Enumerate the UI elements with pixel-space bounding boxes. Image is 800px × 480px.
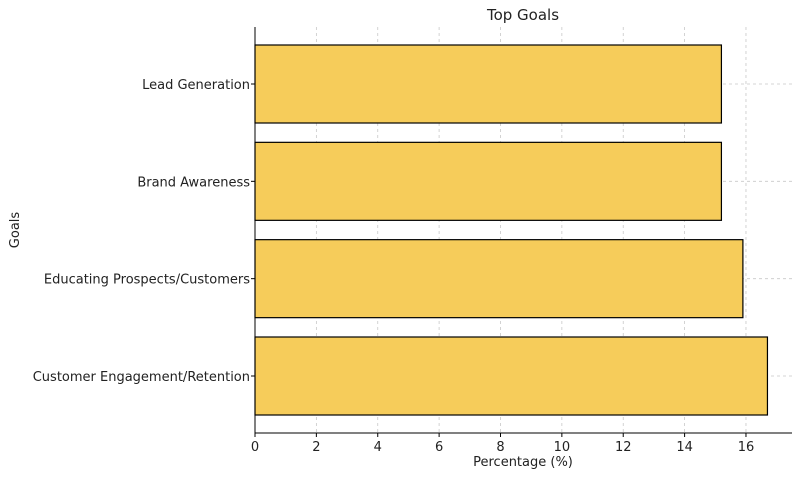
bars	[254, 44, 769, 416]
x-tick-label: 6	[435, 440, 443, 455]
x-tick-label: 4	[374, 440, 382, 455]
x-ticks: 0 2 4 6 8 10 12 14 16	[251, 433, 754, 455]
chart-title: Top Goals	[486, 6, 559, 24]
x-tick-label: 14	[676, 440, 693, 455]
x-tick-label: 12	[615, 440, 632, 455]
x-tick-label: 2	[312, 440, 320, 455]
x-tick-label: 8	[496, 440, 504, 455]
y-category-label: Lead Generation	[142, 78, 250, 93]
x-axis-label: Percentage (%)	[473, 455, 573, 470]
y-category-labels: Customer Engagement/Retention Educating P…	[33, 78, 255, 385]
bar	[254, 336, 769, 416]
bar	[254, 44, 723, 124]
x-tick-label: 10	[554, 440, 571, 455]
y-category-label: Brand Awareness	[137, 175, 250, 190]
bar	[254, 239, 744, 319]
axes	[254, 27, 792, 434]
bar	[254, 141, 723, 221]
x-tick-label: 0	[251, 440, 259, 455]
x-tick-label: 16	[738, 440, 755, 455]
y-category-label: Customer Engagement/Retention	[33, 370, 250, 385]
y-axis-label: Goals	[8, 212, 23, 249]
y-category-label: Educating Prospects/Customers	[44, 273, 250, 288]
